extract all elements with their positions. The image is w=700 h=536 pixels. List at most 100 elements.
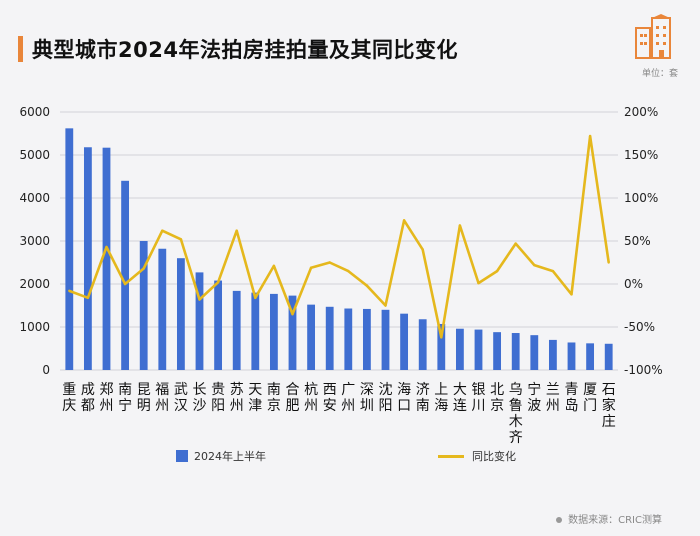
yoy-point-苏州	[235, 229, 238, 232]
yoy-point-大连	[458, 224, 462, 227]
y-left-tick-label: 1000	[19, 320, 50, 334]
yoy-point-南宁	[123, 282, 127, 286]
yoy-point-兰州	[551, 269, 555, 273]
bar-长沙	[195, 272, 204, 370]
x-category-label: 福州	[155, 382, 169, 414]
x-category-label: 武汉	[174, 382, 188, 414]
yoy-point-贵阳	[216, 281, 220, 284]
yoy-point-厦门	[588, 134, 592, 138]
yoy-point-杭州	[309, 266, 313, 269]
legend-line-swatch	[438, 454, 464, 458]
bar-厦门	[586, 343, 595, 370]
bar-合肥	[288, 295, 297, 370]
y-right-tick-label: 0%	[624, 277, 643, 291]
x-category-label: 乌鲁木齐	[509, 382, 523, 446]
bar-郑州	[102, 147, 111, 370]
bar-青岛	[567, 342, 576, 370]
x-category-label: 南宁	[118, 382, 132, 414]
bar-济南	[418, 319, 427, 370]
x-category-label: 宁波	[527, 381, 541, 414]
legend: 2024年上半年 同比变化	[0, 448, 700, 464]
x-category-label: 长沙	[193, 382, 207, 414]
y-left-tick-label: 5000	[19, 148, 50, 162]
yoy-point-福州	[161, 229, 164, 232]
y-right-tick-label: -50%	[624, 320, 655, 334]
bar-深圳	[362, 308, 371, 370]
yoy-point-南京	[272, 264, 276, 268]
x-category-label: 大连	[453, 382, 467, 414]
source-text: 数据来源：CRIC测算	[568, 515, 662, 526]
yoy-point-银川	[477, 281, 480, 285]
bar-广州	[344, 308, 353, 370]
y-right-tick-label: 200%	[624, 105, 658, 119]
chart-title: 典型城市2024年法拍房挂拍量及其同比变化	[32, 38, 458, 62]
bar-宁波	[530, 335, 539, 370]
x-category-label: 深圳	[360, 382, 374, 414]
legend-item-line: 同比变化	[438, 448, 516, 464]
bar-银川	[474, 329, 483, 370]
x-category-label: 贵阳	[211, 382, 225, 414]
yoy-point-北京	[495, 269, 499, 273]
bar-天津	[251, 292, 260, 370]
bar-苏州	[232, 290, 241, 370]
x-category-label: 北京	[490, 382, 504, 414]
yoy-point-成都	[86, 296, 90, 299]
bar-南宁	[121, 180, 130, 370]
bar-杭州	[307, 304, 316, 370]
x-category-label: 青岛	[565, 382, 579, 414]
bar-成都	[83, 147, 92, 370]
y-left-tick-label: 2000	[19, 277, 50, 291]
legend-bar-label: 2024年上半年	[194, 450, 266, 463]
y-right-tick-label: 50%	[624, 234, 651, 248]
yoy-point-广州	[347, 269, 350, 273]
bar-兰州	[548, 339, 557, 370]
yoy-point-合肥	[291, 312, 294, 316]
axis-layer: 0 1000 2000 3000 4000 5000 6000 -100% -50% 0% 50% 1…	[19, 105, 662, 446]
yoy-point-沈阳	[384, 304, 387, 307]
source-dot-icon	[556, 517, 563, 523]
bar-沈阳	[381, 309, 390, 370]
bar-重庆	[65, 128, 74, 370]
x-category-label: 天津	[248, 382, 262, 414]
x-category-label: 上海	[434, 382, 448, 414]
line-layer	[68, 134, 610, 339]
x-category-label: 兰州	[546, 382, 560, 414]
bar-海口	[400, 313, 409, 370]
yoy-point-重庆	[68, 289, 71, 293]
source-note: 数据来源：CRIC测算	[556, 511, 662, 526]
y-left-tick-label: 4000	[19, 191, 50, 205]
x-category-label: 南京	[267, 382, 281, 414]
x-category-label: 昆明	[137, 382, 151, 414]
yoy-point-上海	[440, 336, 443, 339]
yoy-point-深圳	[365, 284, 369, 287]
y-right-tick-label: 150%	[624, 148, 658, 162]
x-category-label: 郑州	[100, 382, 114, 414]
bar-贵阳	[214, 280, 223, 370]
x-category-label: 重庆	[62, 382, 76, 414]
y-right-tick-label: -100%	[624, 363, 663, 377]
legend-bar-swatch	[176, 450, 188, 462]
yoy-point-青岛	[570, 293, 573, 296]
yoy-point-昆明	[142, 267, 145, 270]
bar-石家庄	[604, 343, 613, 370]
y-left-tick-label: 6000	[19, 105, 50, 119]
yoy-point-济南	[421, 248, 424, 251]
x-category-label: 济南	[416, 382, 430, 414]
title-accent-bar	[18, 36, 23, 62]
x-category-label: 杭州	[304, 382, 318, 414]
unit-label: 单位：套	[641, 69, 678, 79]
yoy-point-石家庄	[607, 261, 610, 264]
bar-西安	[325, 306, 334, 370]
bar-南京	[269, 293, 278, 370]
yoy-point-武汉	[179, 238, 183, 241]
yoy-point-宁波	[533, 263, 536, 267]
yoy-point-海口	[402, 219, 406, 222]
y-left-tick-label: 3000	[19, 234, 50, 248]
bar-福州	[158, 248, 167, 370]
grid-layer	[60, 111, 618, 371]
bar-乌鲁木齐	[511, 333, 520, 370]
bar-上海	[437, 323, 446, 370]
yoy-point-乌鲁木齐	[514, 242, 517, 245]
yoy-point-西安	[328, 261, 331, 264]
